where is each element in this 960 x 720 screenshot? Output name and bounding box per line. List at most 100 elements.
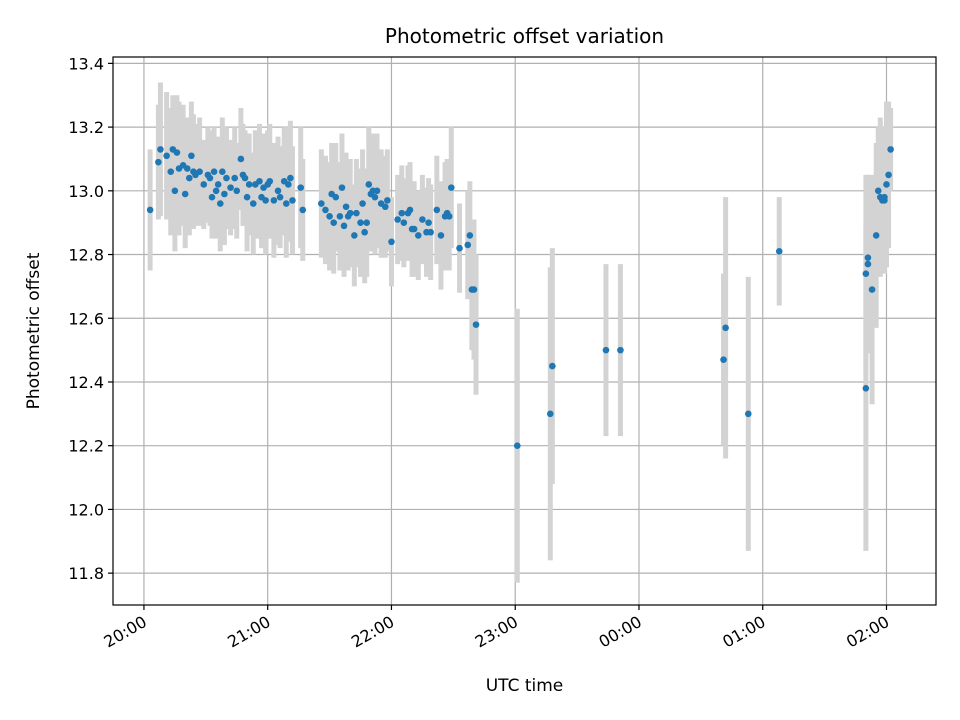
data-point xyxy=(186,174,193,182)
data-point xyxy=(410,225,418,233)
data-point xyxy=(214,181,222,188)
data-point xyxy=(219,168,226,175)
data-point xyxy=(241,174,249,182)
data-point xyxy=(775,248,783,255)
data-point xyxy=(359,200,366,207)
grid xyxy=(113,57,936,605)
data-point xyxy=(270,197,278,204)
data-point xyxy=(365,181,373,188)
data-point xyxy=(338,184,346,191)
data-point xyxy=(419,216,426,223)
data-point xyxy=(336,213,344,220)
data-point xyxy=(373,187,381,195)
data-point xyxy=(208,193,216,201)
data-point xyxy=(181,190,189,198)
data-point xyxy=(466,232,474,239)
data-point xyxy=(276,193,284,201)
data-point xyxy=(322,206,329,214)
data-point xyxy=(414,232,422,239)
data-point xyxy=(546,410,554,418)
data-point xyxy=(384,197,391,204)
data-point xyxy=(299,206,307,214)
data-point xyxy=(744,410,752,418)
data-point xyxy=(513,442,521,449)
data-point xyxy=(340,222,348,230)
data-point xyxy=(287,174,294,182)
y-axis-label: Photometric offset xyxy=(24,252,44,409)
data-point xyxy=(456,244,463,252)
data-point xyxy=(864,260,872,268)
data-point xyxy=(427,228,434,236)
data-point xyxy=(221,190,228,198)
data-point xyxy=(183,165,191,172)
data-point xyxy=(210,168,218,175)
data-points xyxy=(146,146,894,449)
y-tick-label: 12.0 xyxy=(68,500,104,519)
data-point xyxy=(862,270,870,277)
x-axis-label: UTC time xyxy=(486,676,564,696)
data-point xyxy=(351,232,358,239)
data-point xyxy=(398,209,406,217)
data-point xyxy=(353,209,360,217)
data-point xyxy=(233,187,241,195)
data-point xyxy=(862,385,870,392)
data-point xyxy=(171,187,179,195)
data-point xyxy=(167,168,175,175)
data-point xyxy=(549,362,556,370)
data-point xyxy=(381,203,389,211)
data-point xyxy=(874,187,882,195)
data-point xyxy=(146,206,154,214)
data-point xyxy=(400,219,408,226)
data-point xyxy=(470,286,478,293)
data-point xyxy=(720,356,727,363)
y-tick-label: 11.8 xyxy=(68,564,104,583)
data-point xyxy=(227,184,234,191)
data-point xyxy=(216,200,224,207)
y-tick-label: 12.6 xyxy=(68,309,104,328)
data-point xyxy=(346,209,354,217)
data-point xyxy=(872,232,880,239)
data-point xyxy=(282,200,290,207)
data-point xyxy=(425,219,432,226)
data-point xyxy=(464,241,472,249)
data-point xyxy=(881,193,888,201)
data-point xyxy=(196,168,203,175)
data-point xyxy=(885,171,892,179)
data-point xyxy=(266,177,274,185)
data-point xyxy=(602,346,610,354)
data-point xyxy=(864,254,872,262)
data-point xyxy=(371,193,379,201)
data-point xyxy=(237,155,245,163)
y-tick-label: 12.2 xyxy=(68,437,104,456)
data-point xyxy=(394,216,401,223)
y-tick-label: 13.0 xyxy=(68,182,104,201)
data-point xyxy=(406,206,414,214)
data-point xyxy=(357,219,364,226)
data-point xyxy=(883,181,890,188)
data-point xyxy=(330,219,338,226)
data-point xyxy=(223,174,230,182)
data-point xyxy=(318,200,325,207)
data-point xyxy=(262,197,269,204)
y-tick-label: 12.4 xyxy=(68,373,104,392)
y-tick-label: 12.8 xyxy=(68,246,104,265)
data-point xyxy=(332,193,340,201)
data-point xyxy=(206,174,214,182)
plot-frame xyxy=(112,56,937,606)
y-axis: 11.8 12.0 12.2 12.4 12.6 12.8 13.0 13.2 13.4 xyxy=(68,54,113,583)
data-point xyxy=(249,200,257,207)
y-tick-label: 13.4 xyxy=(68,54,104,73)
data-point xyxy=(163,152,170,160)
data-point xyxy=(722,324,729,332)
data-point xyxy=(212,187,220,195)
y-tick-label: 13.2 xyxy=(68,118,104,137)
data-point xyxy=(472,321,480,328)
data-point xyxy=(200,181,208,188)
data-point xyxy=(188,152,195,160)
data-point xyxy=(445,213,453,220)
data-point xyxy=(433,206,441,214)
data-point xyxy=(363,219,371,226)
data-point xyxy=(447,184,455,191)
data-point xyxy=(231,174,238,182)
data-point xyxy=(361,228,368,236)
